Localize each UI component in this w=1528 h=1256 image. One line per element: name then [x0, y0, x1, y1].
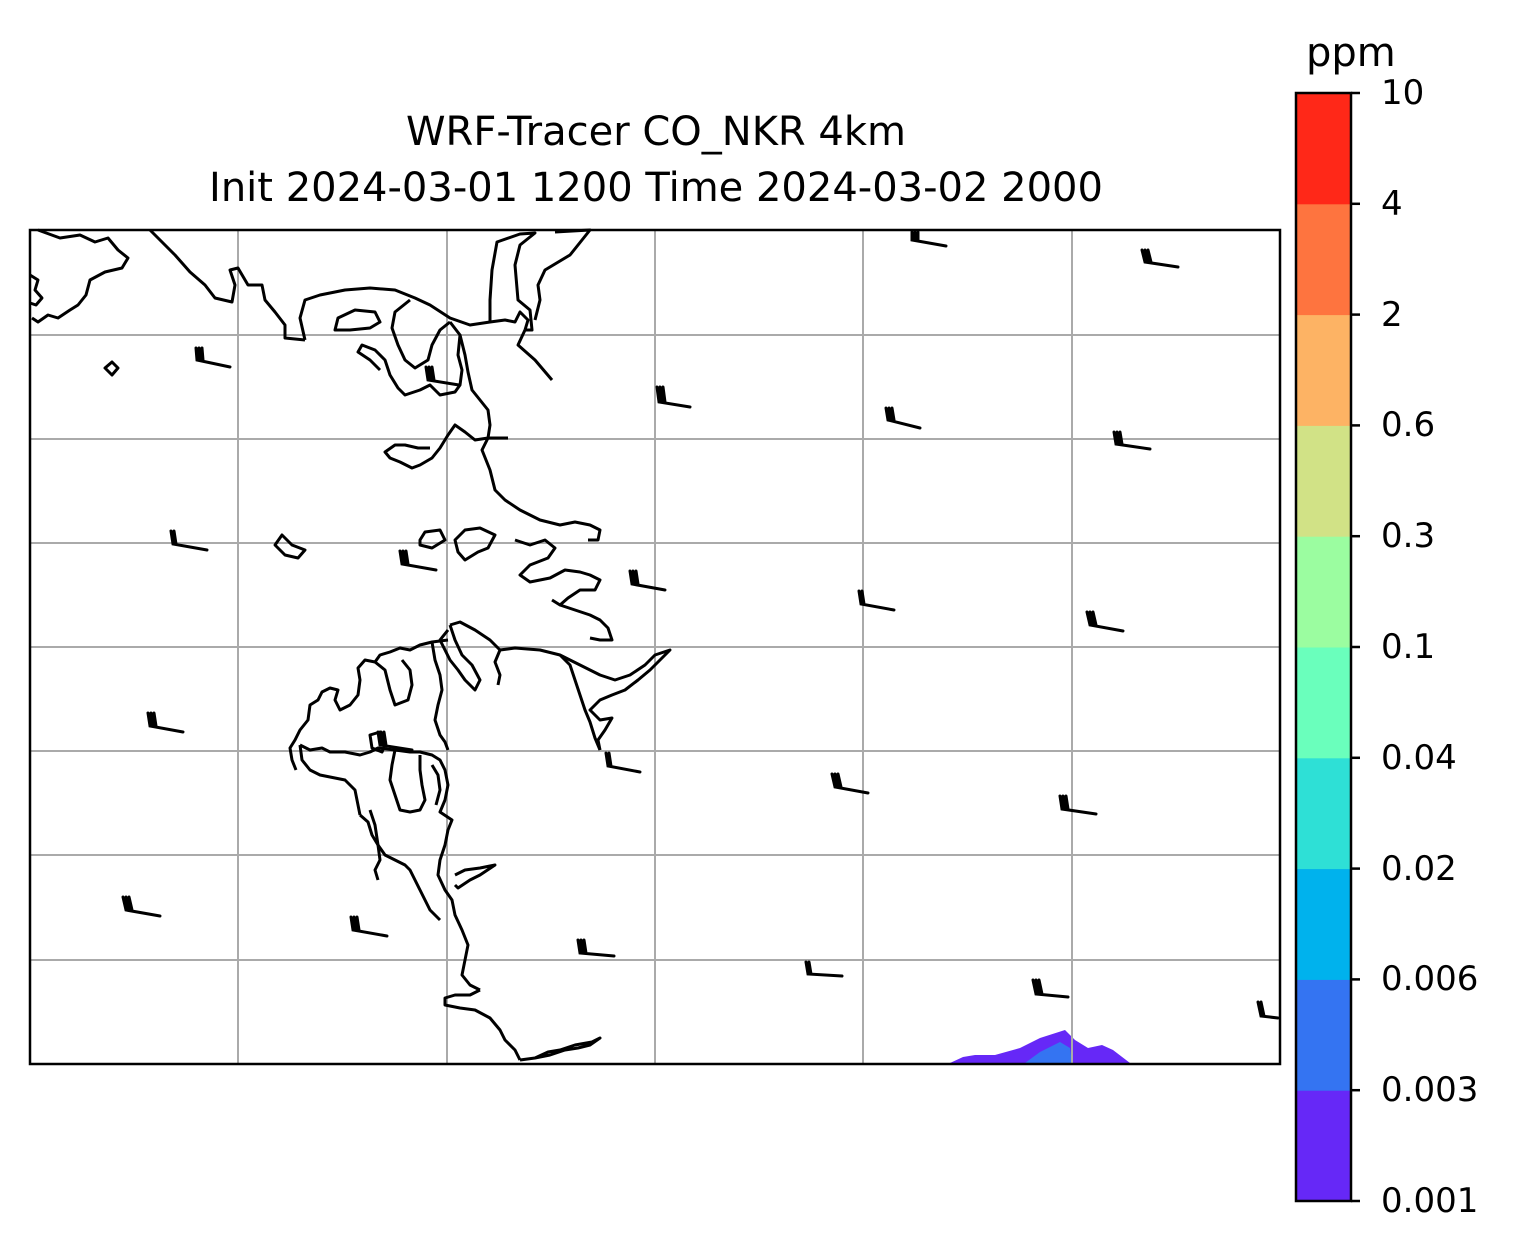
- colorbar-segment: [1296, 203, 1351, 316]
- colorbar-segment: [1296, 1090, 1351, 1202]
- colorbar-segment: [1296, 93, 1351, 205]
- wind-barb: [910, 230, 948, 248]
- colorbar-segment: [1296, 979, 1351, 1091]
- colorbar-unit-label: ppm: [1306, 30, 1396, 76]
- gridlines: [30, 230, 1280, 1064]
- wind-barb: [1058, 794, 1098, 816]
- wind-barb: [1031, 978, 1070, 999]
- coastlines: [29, 228, 672, 1062]
- wind-barb: [1112, 430, 1152, 451]
- wind-barb: [194, 346, 232, 369]
- wind-barb: [121, 895, 162, 918]
- colorbar-tick-label: 0.006: [1381, 959, 1479, 1000]
- colorbar-tick-label: 0.02: [1381, 848, 1457, 889]
- wind-barb: [830, 772, 870, 795]
- colorbar-segment: [1296, 425, 1351, 537]
- wind-barb: [576, 938, 616, 958]
- colorbar-tick-label: 0.3: [1381, 516, 1436, 557]
- colorbar-tick-label: 4: [1381, 183, 1403, 224]
- wind-barbs: [121, 230, 1280, 1020]
- wind-barb: [1140, 248, 1180, 269]
- colorbar: [1294, 91, 1360, 1203]
- wind-barb: [376, 730, 414, 752]
- colorbar-tick-label: 0.6: [1381, 405, 1436, 446]
- wind-barb: [804, 960, 844, 978]
- wind-barb: [604, 751, 642, 774]
- colorbar-tick-label: 0.1: [1381, 627, 1436, 667]
- wind-barb: [349, 915, 389, 938]
- map-frame: [28, 228, 1282, 1066]
- colorbar-segment: [1296, 868, 1351, 980]
- colorbar-tick-label: 0.003: [1381, 1070, 1479, 1111]
- plume-lowest-level: [950, 1030, 1130, 1063]
- wind-barb: [146, 711, 185, 734]
- wind-barb: [628, 569, 667, 592]
- colorbar-tick-label: 0.001: [1381, 1181, 1479, 1221]
- wind-barb: [424, 365, 461, 387]
- wind-barb: [1085, 610, 1125, 633]
- colorbar-tick-label: 10: [1381, 73, 1425, 113]
- plume-second-level: [1025, 1042, 1072, 1063]
- colorbar-segment: [1296, 757, 1351, 870]
- wind-barb: [884, 406, 922, 430]
- wind-barb: [1256, 1000, 1280, 1020]
- wind-barb: [655, 385, 692, 409]
- wind-barb: [857, 589, 896, 612]
- wind-barb: [398, 549, 438, 572]
- colorbar-tick-label: 2: [1381, 294, 1403, 335]
- plot-title-line2: Init 2024-03-01 1200 Time 2024-03-02 200…: [209, 165, 1103, 211]
- wind-barb: [169, 529, 209, 552]
- colorbar-tick-label: 0.04: [1381, 737, 1457, 778]
- colorbar-segment: [1296, 536, 1351, 648]
- plot-title-line1: WRF-Tracer CO_NKR 4km: [405, 109, 907, 155]
- tracer-plume: [950, 1030, 1130, 1063]
- colorbar-segment: [1296, 314, 1351, 426]
- colorbar-segment: [1296, 647, 1351, 759]
